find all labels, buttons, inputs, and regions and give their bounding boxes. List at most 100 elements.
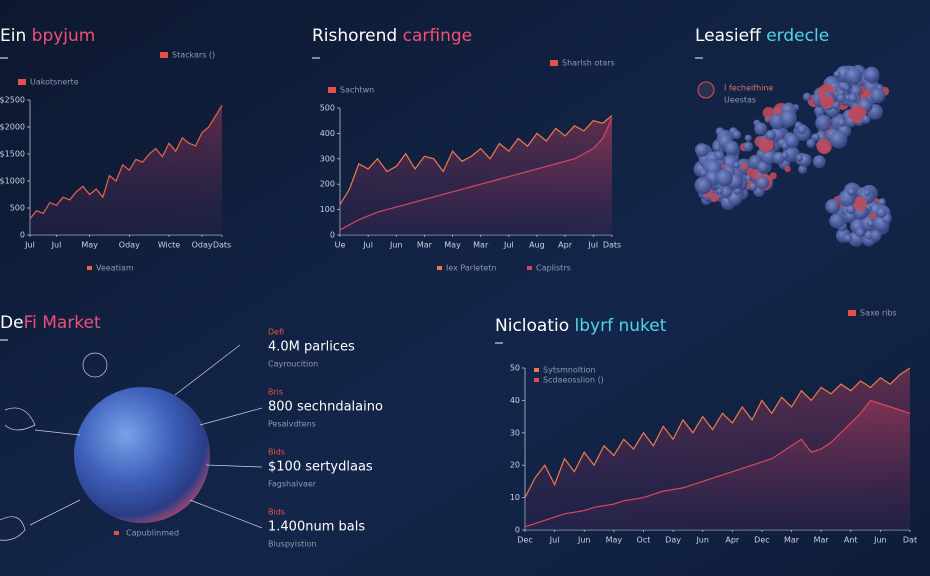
y-tick-label: 0	[330, 231, 335, 240]
molecule-atom	[694, 143, 709, 157]
x-tick-label: Apr	[558, 241, 573, 250]
section-dashes	[0, 57, 703, 344]
annotation: Saxe ribs	[860, 309, 897, 318]
callout-caption: Fagshalvaer	[268, 480, 317, 489]
molecule-atom	[833, 70, 841, 79]
x-tick-label: Dec	[517, 536, 532, 545]
molecule-atom	[724, 141, 739, 156]
molecule-atom	[870, 88, 886, 104]
area	[525, 400, 910, 530]
molecule-atom	[843, 84, 850, 92]
annotation-flag	[18, 79, 26, 85]
molecule-atom	[843, 234, 852, 243]
x-tick-label: Oday	[192, 241, 213, 250]
molecule-illustration	[693, 64, 892, 247]
molecule-atom	[744, 134, 752, 142]
annotation-flag	[160, 52, 168, 58]
x-tick-label: Mar	[417, 241, 433, 250]
legend-label: Sytsmnoltion	[543, 366, 595, 375]
molecule-atom	[864, 189, 871, 197]
molecule-atom	[769, 172, 777, 180]
molecule-atom	[855, 227, 866, 238]
molecule-icon	[697, 81, 715, 99]
x-tick-label: Day	[665, 536, 681, 545]
molecule-atom	[715, 169, 733, 187]
x-tick-label: Jul	[549, 536, 560, 545]
x-tick-label: Jul	[503, 241, 514, 250]
legend-label: Veeatiam	[96, 264, 134, 273]
molecule-atom	[829, 213, 845, 229]
y-tick-label: 100	[320, 205, 335, 214]
title-main: Nicloatio	[495, 316, 569, 336]
x-tick-label: May	[81, 241, 98, 250]
x-tick-label: Aug	[529, 241, 545, 250]
callout-caption: Biuspyistion	[268, 540, 316, 549]
defi-legend: Capublinmed	[126, 529, 179, 538]
annotation-flag	[328, 87, 336, 93]
y-tick-label: 0	[515, 526, 520, 535]
annotation: Sachtwn	[340, 86, 374, 95]
molecule-atom	[716, 187, 724, 195]
annotation: Stackars ()	[172, 51, 215, 60]
callout-value: 4.0M parlices	[268, 340, 355, 355]
title-main: Rishorend	[312, 26, 397, 46]
molecule-atom	[733, 161, 741, 169]
title-accent: bpyjum	[32, 26, 96, 46]
area	[340, 118, 612, 235]
y-tick-label: 20	[510, 461, 520, 470]
molecule-atom	[762, 107, 775, 119]
title-accent: lbyrf nuket	[575, 316, 667, 336]
y-tick-label: 0	[20, 231, 25, 240]
area	[30, 105, 222, 236]
molecule-atom	[765, 129, 776, 141]
chart-title: Nicloatio lbyrf nuket	[495, 316, 667, 336]
x-tick-label: Apr	[725, 536, 740, 545]
callout-tag: Bris	[268, 388, 283, 397]
molecule-atom	[754, 122, 768, 136]
y-tick-label: 200	[320, 180, 335, 189]
molecule-atom	[806, 138, 816, 148]
molecule-atom	[863, 66, 880, 83]
molecule-atom	[743, 141, 754, 152]
title-accent: carfinge	[403, 26, 473, 46]
callout-value: $100 sertydlaas	[268, 460, 373, 475]
x-tick-label: Jun	[873, 536, 887, 545]
callout-value: 1.400num bals	[268, 520, 365, 535]
molecule-atom	[761, 149, 777, 165]
molecule-atom	[812, 133, 820, 141]
legend-label: Caplistrs	[536, 264, 571, 273]
molecule-atom	[732, 130, 742, 140]
x-tick-label: Dec	[754, 536, 769, 545]
molecule-label: I fecheifhine	[724, 84, 773, 93]
molecule-atom	[802, 92, 812, 102]
x-tick-label: Jul	[587, 241, 598, 250]
y-tick-label: $1500	[0, 150, 25, 159]
x-tick-label: Dats	[603, 241, 621, 250]
molecule-atom	[784, 165, 791, 172]
molecule-atom	[852, 196, 867, 212]
molecule-atom	[713, 144, 721, 152]
molecule-atom	[848, 93, 858, 103]
callout-caption: Cayroucition	[268, 360, 318, 369]
annotation-flag	[550, 60, 558, 66]
molecule-atom	[796, 124, 807, 135]
molecule-atom	[714, 150, 725, 161]
molecule-atom	[694, 176, 713, 195]
y-tick-label: $1000	[0, 177, 25, 186]
x-tick-label: Mar	[784, 536, 800, 545]
x-tick-label: Oday	[119, 241, 140, 250]
x-tick-label: Ue	[335, 241, 346, 250]
x-tick-label: May	[606, 536, 623, 545]
molecule-atom	[756, 176, 770, 190]
y-tick-label: 40	[510, 396, 520, 405]
molecule-atom	[866, 219, 875, 228]
y-tick-label: 400	[320, 129, 335, 138]
molecule-atom	[836, 93, 846, 103]
molecule-atom	[748, 182, 758, 192]
legend-swatch	[527, 266, 532, 270]
molecule-atom	[820, 94, 834, 109]
molecule-atom	[781, 152, 789, 160]
line	[339, 115, 613, 205]
x-tick-label: Jul	[362, 241, 373, 250]
molecule-atom	[814, 105, 825, 117]
